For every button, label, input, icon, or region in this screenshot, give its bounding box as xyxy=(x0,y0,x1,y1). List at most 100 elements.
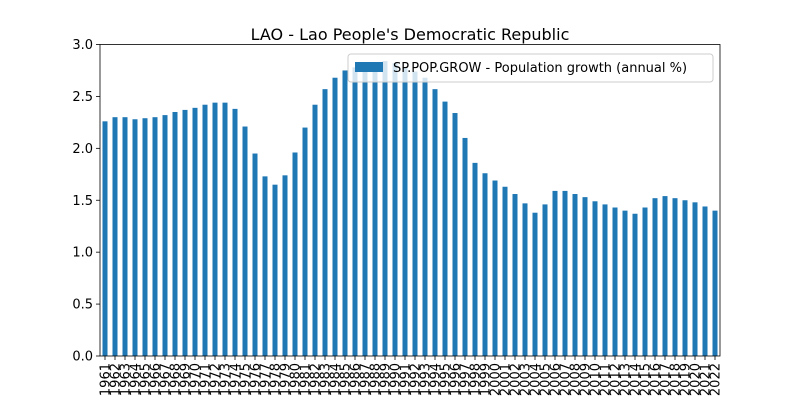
x-tick-label: 1982 xyxy=(309,363,324,396)
bar-1998 xyxy=(472,162,478,356)
x-tick-label: 1984 xyxy=(329,363,344,396)
bar-2003 xyxy=(522,203,528,356)
x-tick-label: 1972 xyxy=(209,363,224,396)
x-tick-label: 1981 xyxy=(299,363,314,396)
bar-2020 xyxy=(692,202,698,356)
bar-1963 xyxy=(122,117,128,356)
bar-2004 xyxy=(532,212,538,356)
bar-1968 xyxy=(172,111,178,356)
x-tick-label: 2017 xyxy=(659,363,674,396)
plot-frame xyxy=(99,44,721,357)
bar-2008 xyxy=(572,194,578,356)
x-tick-label: 2008 xyxy=(569,363,584,396)
x-tick-label: 1976 xyxy=(249,363,264,396)
x-tick-label: 2010 xyxy=(589,363,604,396)
y-tick-label: 2.5 xyxy=(72,90,93,105)
x-tick-label: 1978 xyxy=(269,363,284,396)
x-tick-label: 2013 xyxy=(619,363,634,396)
x-tick-label: 1987 xyxy=(359,363,374,396)
bar-2022 xyxy=(712,210,718,356)
x-tick-label: 1961 xyxy=(99,363,114,396)
x-tick-label: 1969 xyxy=(179,363,194,396)
x-tick-label: 2005 xyxy=(539,363,554,396)
bar-1980 xyxy=(292,152,298,356)
bar-1971 xyxy=(202,104,208,357)
bar-1975 xyxy=(242,126,248,356)
bar-1974 xyxy=(232,108,238,356)
legend-swatch xyxy=(355,62,383,72)
y-tick-label: 2.0 xyxy=(72,142,93,157)
bar-1996 xyxy=(452,113,458,356)
bar-2002 xyxy=(512,194,518,356)
bar-1977 xyxy=(262,176,268,356)
bar-1962 xyxy=(112,117,118,356)
x-tick-label: 1975 xyxy=(239,363,254,396)
x-tick-label: 1996 xyxy=(449,363,464,396)
bar-2018 xyxy=(672,198,678,356)
x-tick-label: 1997 xyxy=(459,363,474,396)
bar-1989 xyxy=(382,61,388,356)
y-tick-label: 0.0 xyxy=(72,350,93,365)
bar-1965 xyxy=(142,118,148,356)
bar-1993 xyxy=(422,77,428,356)
bar-1991 xyxy=(402,67,408,357)
x-tick-label: 2003 xyxy=(519,363,534,396)
bar-2011 xyxy=(602,204,608,356)
bar-1988 xyxy=(372,62,378,356)
bar-1985 xyxy=(342,70,348,356)
y-tick-label: 3.0 xyxy=(72,38,93,53)
bar-2021 xyxy=(702,206,708,356)
x-tick-label: 1970 xyxy=(189,363,204,396)
x-tick-label: 1968 xyxy=(169,363,184,396)
bar-2007 xyxy=(562,190,568,356)
bar-1983 xyxy=(322,89,328,357)
bar-1981 xyxy=(302,127,308,356)
x-tick-label: 1971 xyxy=(199,363,214,396)
bar-2014 xyxy=(632,213,638,356)
x-tick-label: 2018 xyxy=(669,363,684,396)
x-tick-label: 1962 xyxy=(109,363,124,396)
x-tick-label: 1967 xyxy=(159,363,174,396)
x-tick-label: 1999 xyxy=(479,363,494,396)
x-tick-label: 1985 xyxy=(339,363,354,396)
bar-1979 xyxy=(282,175,288,356)
x-tick-label: 1991 xyxy=(399,363,414,396)
x-tick-label: 2006 xyxy=(549,363,564,396)
x-tick-label: 2007 xyxy=(559,363,574,396)
x-tick-label: 2011 xyxy=(599,363,614,396)
bar-1990 xyxy=(392,63,398,356)
x-tick-label: 2021 xyxy=(699,363,714,396)
y-axis: 0.0 0.5 1.0 1.5 2.0 2.5 3.0 xyxy=(72,38,100,365)
bar-2017 xyxy=(662,196,668,356)
x-tick-label: 1965 xyxy=(139,363,154,396)
bar-1978 xyxy=(272,184,278,356)
bar-2016 xyxy=(652,198,658,356)
bar-1997 xyxy=(462,137,468,356)
x-tick-label: 2019 xyxy=(679,363,694,396)
bar-1973 xyxy=(222,102,228,356)
x-tick-label: 1995 xyxy=(439,363,454,396)
x-tick-label: 1963 xyxy=(119,363,134,396)
x-tick-label: 1986 xyxy=(349,363,364,396)
x-axis: 1961196219631964196519661967196819691970… xyxy=(99,356,724,396)
legend-box xyxy=(347,53,714,83)
y-tick-label: 1.5 xyxy=(72,194,93,209)
bar-1967 xyxy=(162,115,168,357)
x-tick-label: 1977 xyxy=(259,363,274,396)
bar-1961 xyxy=(102,121,108,356)
x-tick-label: 1979 xyxy=(279,363,294,396)
x-tick-label: 1988 xyxy=(369,363,384,396)
bar-1966 xyxy=(152,117,158,356)
x-tick-label: 1990 xyxy=(389,363,404,396)
x-tick-label: 1994 xyxy=(429,363,444,396)
bar-1986 xyxy=(352,67,358,357)
bar-1976 xyxy=(252,153,258,356)
x-tick-label: 2014 xyxy=(629,363,644,396)
x-tick-label: 2015 xyxy=(639,363,654,396)
bar-1969 xyxy=(182,109,188,356)
x-tick-label: 1974 xyxy=(229,363,244,396)
y-tick-label: 0.5 xyxy=(72,298,93,313)
bar-2015 xyxy=(642,207,648,356)
x-tick-label: 2020 xyxy=(689,363,704,396)
